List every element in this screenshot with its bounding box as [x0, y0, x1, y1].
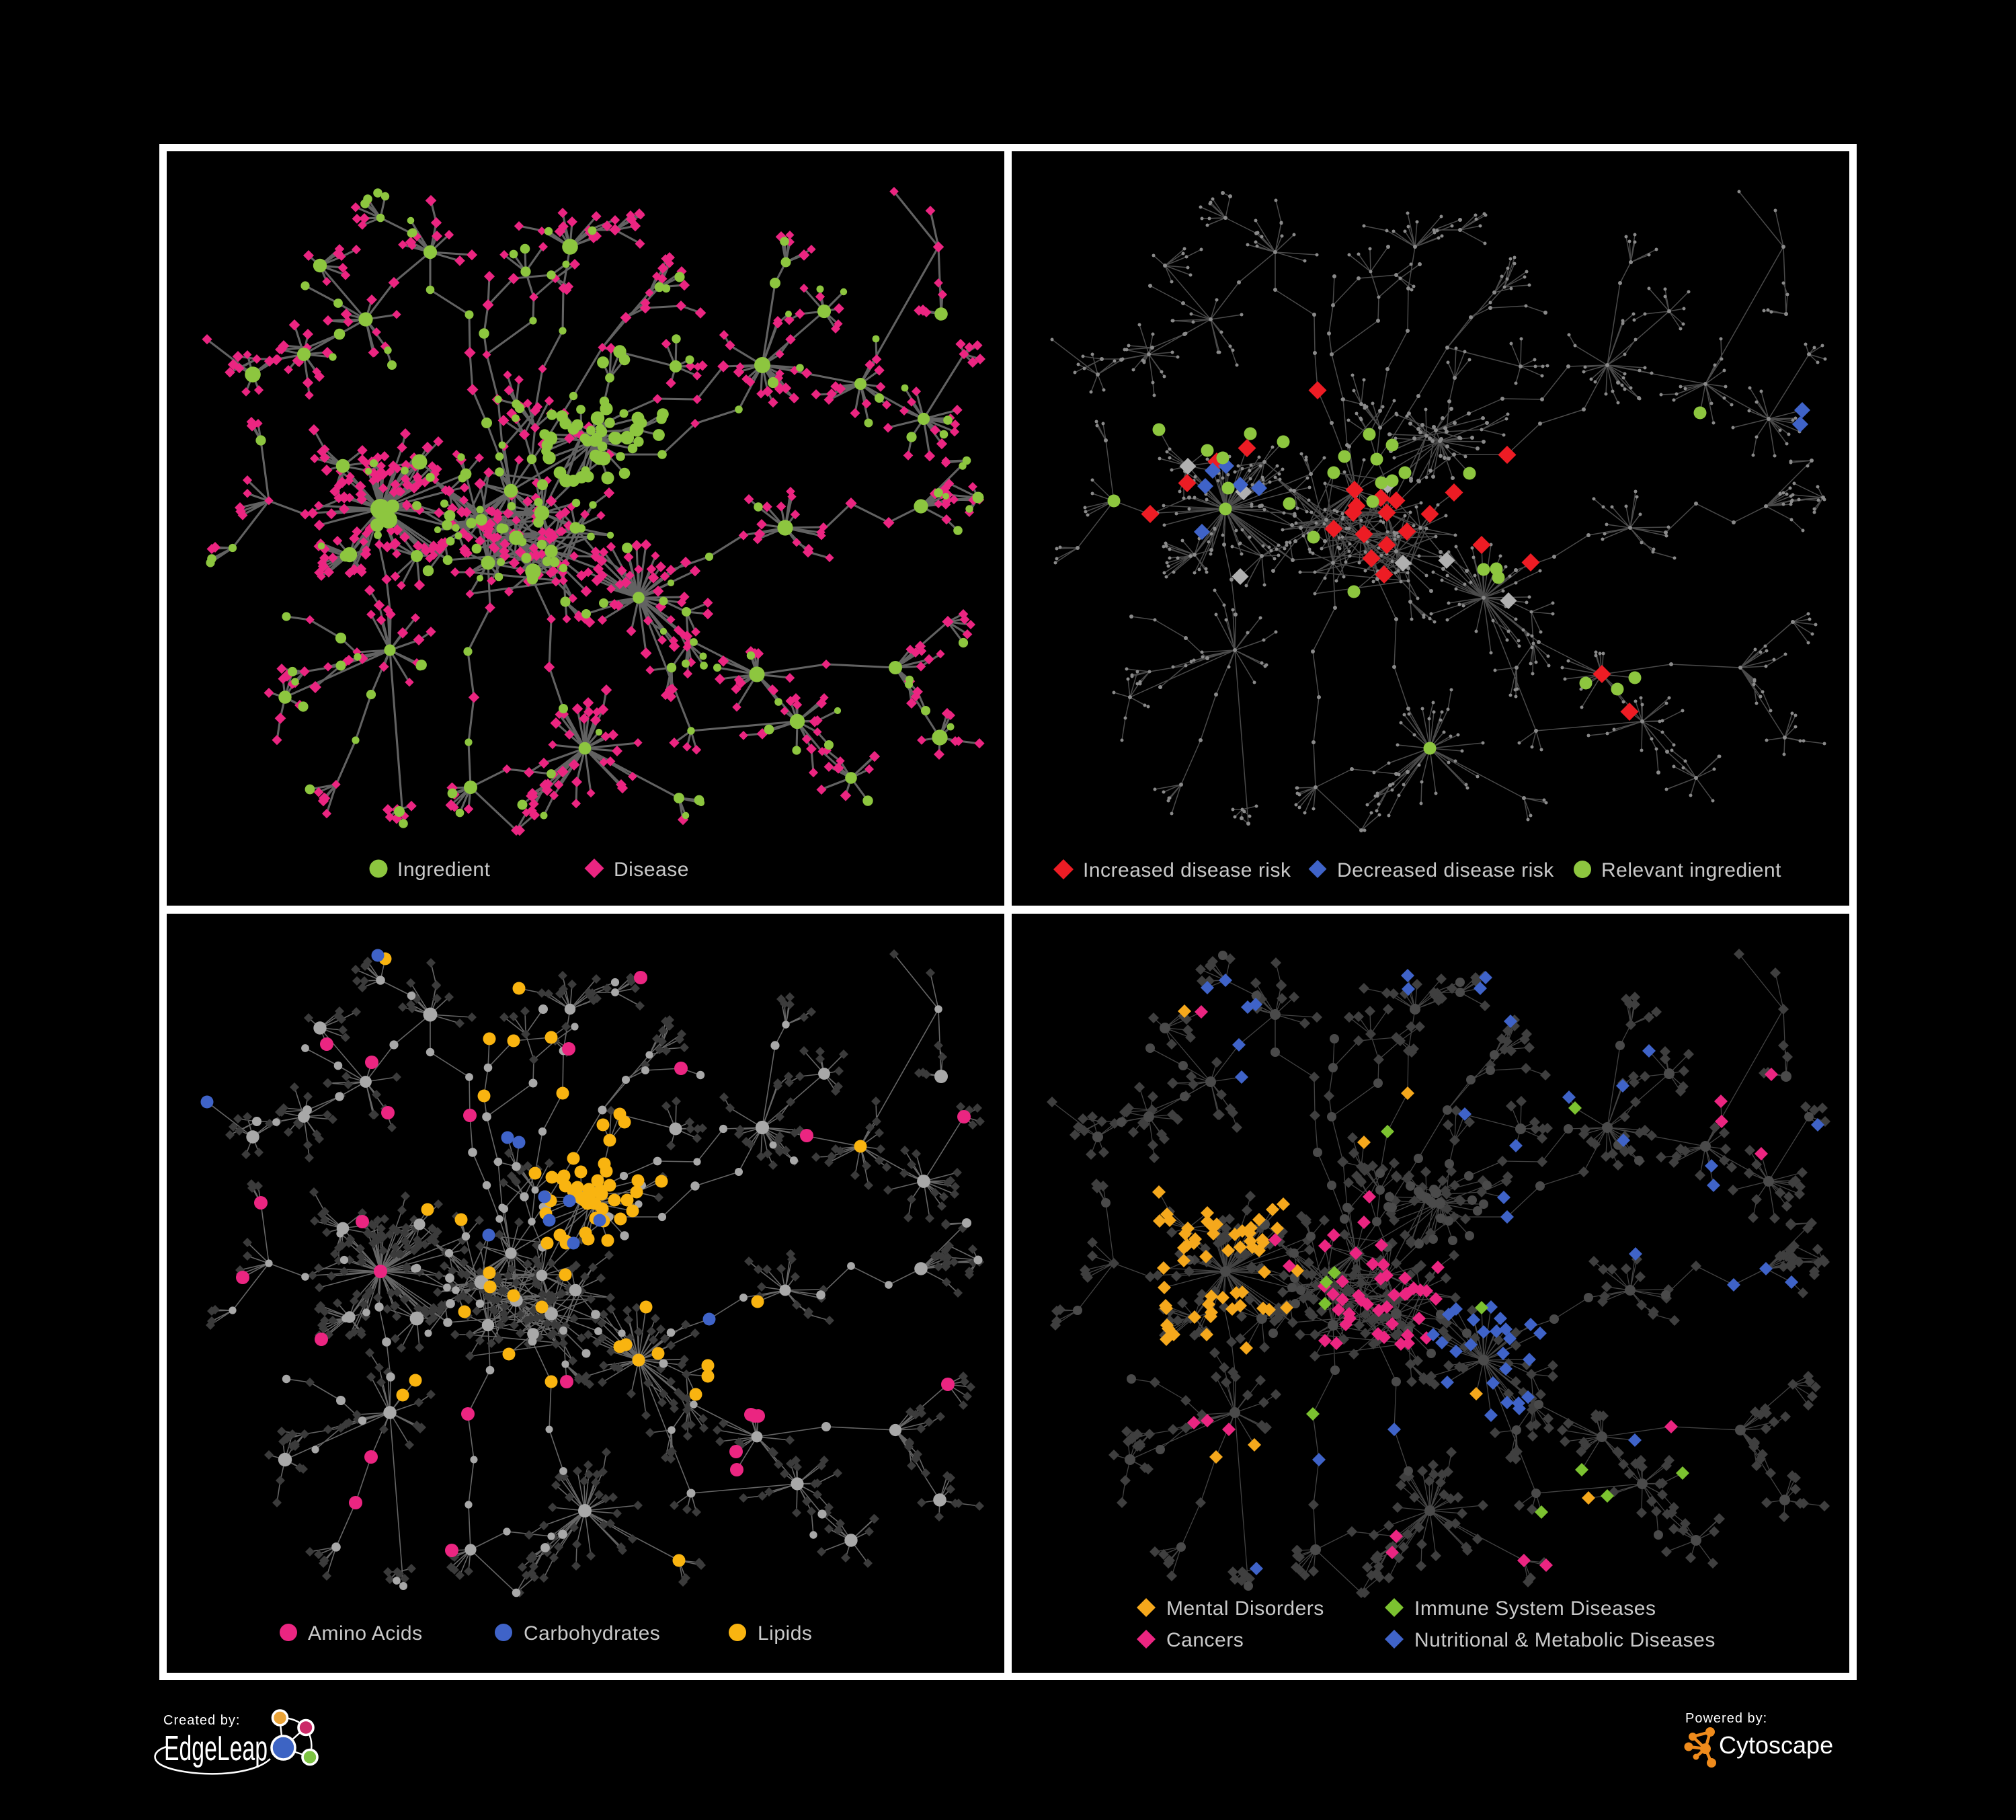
svg-text:Powered by:: Powered by: — [1685, 1711, 1767, 1726]
svg-text:Lipids: Lipids — [758, 1622, 812, 1645]
svg-text:Relevant ingredient: Relevant ingredient — [1601, 859, 1781, 881]
svg-text:Carbohydrates: Carbohydrates — [524, 1622, 660, 1645]
svg-text:Nutritional & Metabolic Diseas: Nutritional & Metabolic Diseases — [1414, 1629, 1716, 1651]
svg-text:Decreased disease risk: Decreased disease risk — [1337, 859, 1554, 881]
svg-text:EdgeLeap: EdgeLeap — [164, 1729, 268, 1768]
svg-text:Cytoscape: Cytoscape — [1719, 1731, 1833, 1759]
svg-text:Disease: Disease — [614, 859, 689, 881]
svg-text:Ingredient: Ingredient — [397, 859, 491, 881]
svg-text:Increased disease risk: Increased disease risk — [1083, 859, 1291, 881]
svg-text:Amino Acids: Amino Acids — [308, 1622, 423, 1645]
svg-text:Created by:: Created by: — [163, 1713, 240, 1728]
svg-text:Mental Disorders: Mental Disorders — [1166, 1597, 1324, 1620]
svg-text:Immune System Diseases: Immune System Diseases — [1414, 1597, 1656, 1620]
svg-text:Cancers: Cancers — [1166, 1629, 1244, 1651]
